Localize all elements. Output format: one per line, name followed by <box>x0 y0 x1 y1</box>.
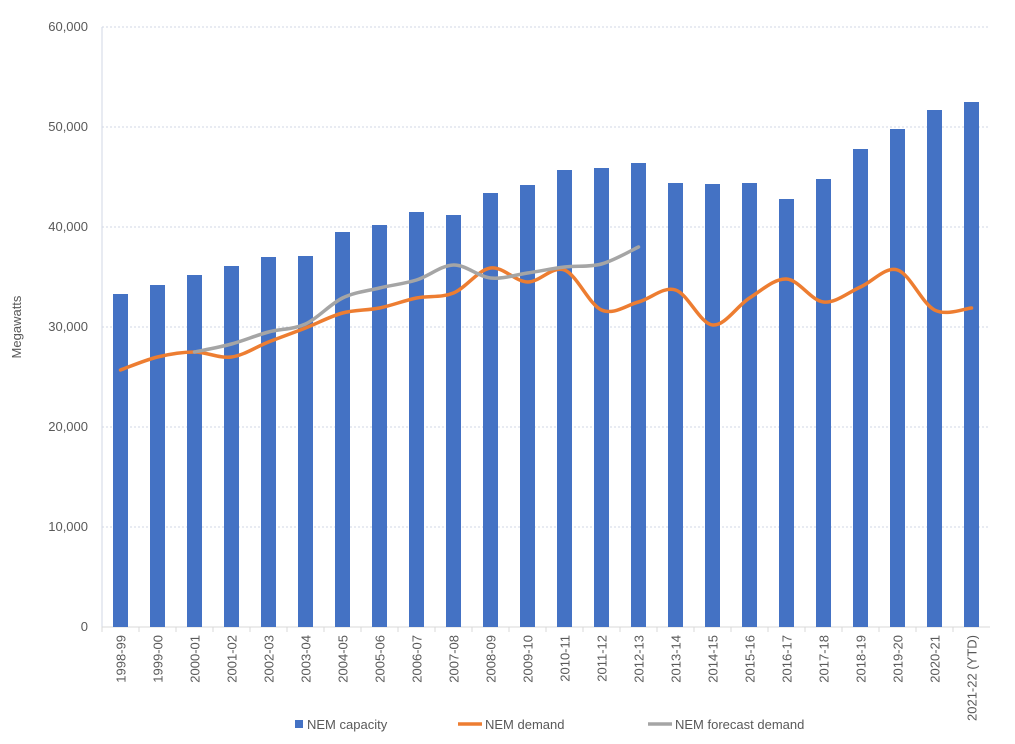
x-tick-label: 1998-99 <box>114 635 129 683</box>
y-tick-label: 0 <box>81 619 88 634</box>
x-tick-label: 2015-16 <box>743 635 758 683</box>
x-tick-label: 2008-09 <box>484 635 499 683</box>
y-tick-label: 50,000 <box>48 119 88 134</box>
bar-nem-capacity <box>890 129 905 627</box>
x-tick-label: 2004-05 <box>336 635 351 683</box>
bar-nem-capacity <box>705 184 720 627</box>
x-tick-label: 2014-15 <box>706 635 721 683</box>
x-tick-label: 2000-01 <box>188 635 203 683</box>
legend-swatch <box>295 720 303 728</box>
x-tick-label: 2010-11 <box>558 635 573 682</box>
legend-label: NEM forecast demand <box>675 717 804 732</box>
bar-nem-capacity <box>557 170 572 627</box>
bar-nem-capacity <box>483 193 498 627</box>
y-tick-label: 40,000 <box>48 219 88 234</box>
x-tick-label: 1999-00 <box>151 635 166 683</box>
y-tick-label: 60,000 <box>48 19 88 34</box>
bar-nem-capacity <box>816 179 831 627</box>
y-tick-label: 10,000 <box>48 519 88 534</box>
x-tick-label: 2011-12 <box>595 635 610 682</box>
x-tick-label: 2007-08 <box>447 635 462 683</box>
bar-nem-capacity <box>853 149 868 627</box>
y-tick-label: 30,000 <box>48 319 88 334</box>
legend-label: NEM capacity <box>307 717 388 732</box>
legend-item: NEM demand <box>458 717 564 732</box>
x-tick-label: 2018-19 <box>854 635 869 683</box>
x-tick-label: 2021-22 (YTD) <box>965 635 980 721</box>
y-axis-label: Megawatts <box>9 295 24 358</box>
x-tick-label: 2017-18 <box>817 635 832 683</box>
bar-nem-capacity <box>187 275 202 627</box>
bar-nem-capacity <box>335 232 350 627</box>
bar-nem-capacity <box>631 163 646 627</box>
x-tick-label: 2005-06 <box>373 635 388 683</box>
x-tick-label: 2020-21 <box>928 635 943 683</box>
line-nem-forecast-demand <box>192 245 641 354</box>
bar-nem-capacity <box>594 168 609 627</box>
line-nem-demand <box>118 266 974 372</box>
bar-nem-capacity <box>298 256 313 627</box>
x-tick-label: 2013-14 <box>669 635 684 683</box>
y-tick-label: 20,000 <box>48 419 88 434</box>
x-tick-label: 2001-02 <box>225 635 240 683</box>
bar-nem-capacity <box>150 285 165 627</box>
x-tick-label: 2012-13 <box>632 635 647 683</box>
bar-nem-capacity <box>409 212 424 627</box>
x-tick-label: 2003-04 <box>299 635 314 683</box>
legend-item: NEM forecast demand <box>648 717 804 732</box>
x-tick-label: 2002-03 <box>262 635 277 683</box>
x-tick-label: 2019-20 <box>891 635 906 683</box>
legend-label: NEM demand <box>485 717 564 732</box>
x-tick-label: 2016-17 <box>780 635 795 683</box>
bar-nem-capacity <box>668 183 683 627</box>
x-tick-label: 2009-10 <box>521 635 536 683</box>
bar-nem-capacity <box>927 110 942 627</box>
bar-nem-capacity <box>113 294 128 627</box>
bar-nem-capacity <box>742 183 757 627</box>
bar-nem-capacity <box>446 215 461 627</box>
bar-nem-capacity <box>520 185 535 627</box>
bar-nem-capacity <box>261 257 276 627</box>
bar-nem-capacity <box>964 102 979 627</box>
bar-nem-capacity <box>779 199 794 627</box>
bar-nem-capacity <box>224 266 239 627</box>
legend-item: NEM capacity <box>295 717 388 732</box>
x-tick-label: 2006-07 <box>410 635 425 683</box>
bar-nem-capacity <box>372 225 387 627</box>
